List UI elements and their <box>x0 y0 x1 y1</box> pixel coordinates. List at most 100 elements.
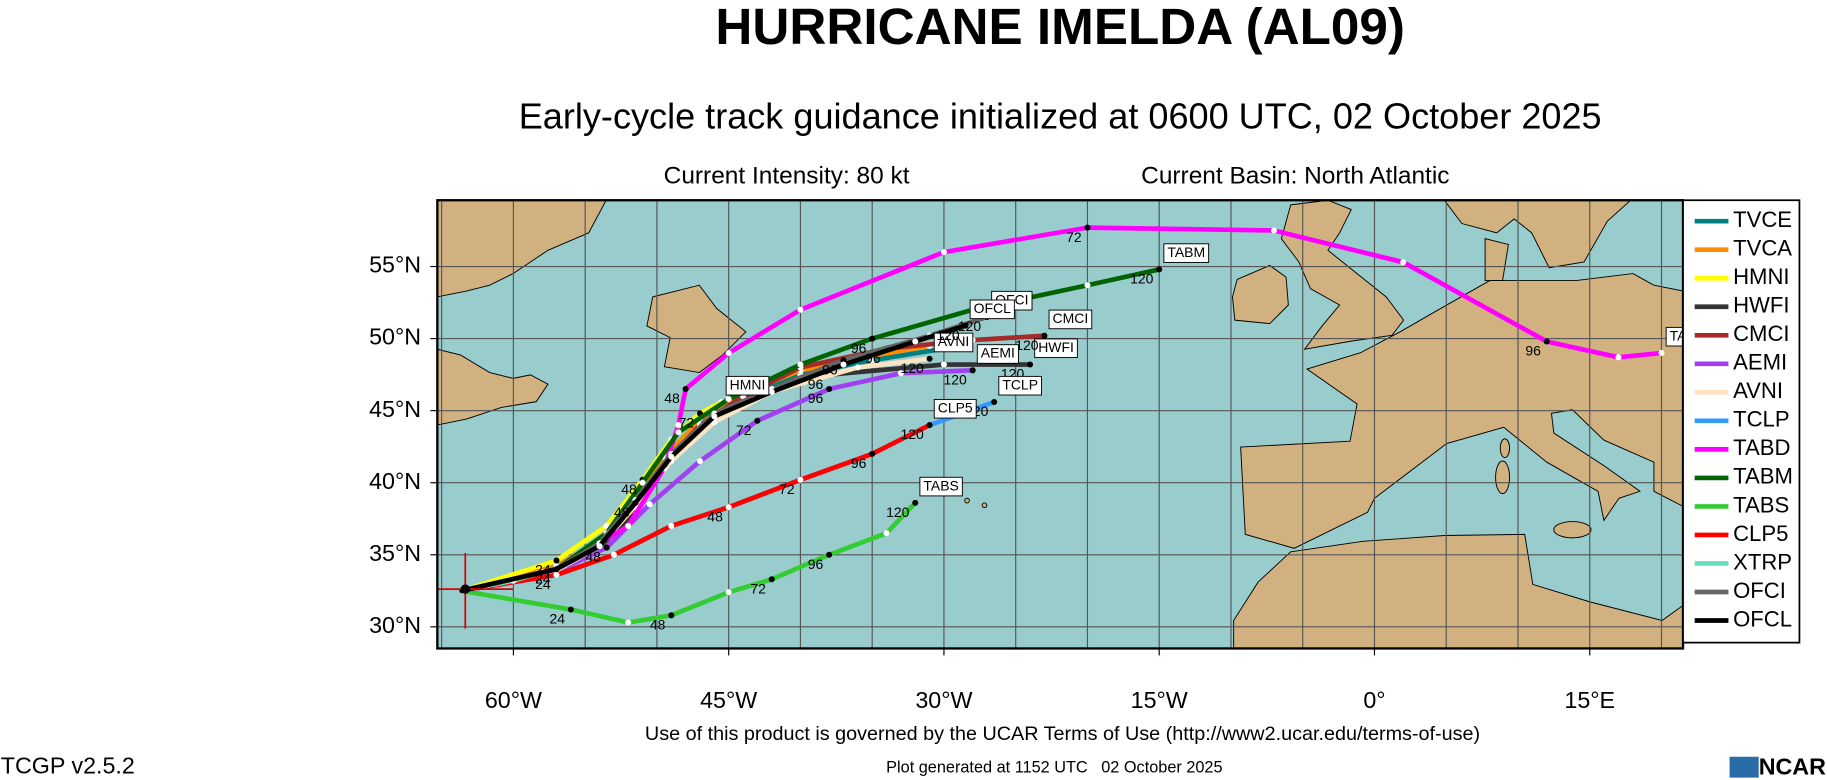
hour-label: 24 <box>549 611 565 627</box>
track-point <box>869 450 876 457</box>
track-point <box>553 571 560 578</box>
legend-entries: TVCE TVCA HMNI HWFI CMCI AEMI AVNI TCLP TABD TABM… <box>1694 207 1793 631</box>
track-point <box>1084 282 1091 289</box>
track-tag: CMCI <box>1048 309 1093 330</box>
hour-label: 96 <box>865 350 881 366</box>
track-point <box>682 386 689 393</box>
track-point <box>940 249 947 256</box>
sicily <box>1553 521 1592 539</box>
track-tag: TABM <box>1163 243 1210 263</box>
track-point <box>725 504 732 511</box>
basin: Current Basin: North Atlantic <box>1141 162 1449 189</box>
legend-label: TVCE <box>1733 207 1792 232</box>
hour-label: 48 <box>650 616 666 632</box>
hour-label: 24 <box>535 570 551 586</box>
hour-label: 120 <box>944 371 968 387</box>
hour-label: 72 <box>750 580 766 596</box>
legend-label: OFCI <box>1733 578 1786 603</box>
hour-label: 120 <box>958 318 982 334</box>
hour-label: 120 <box>1130 271 1154 287</box>
track-point <box>1156 266 1163 273</box>
track-point <box>639 479 646 486</box>
track-tag-label: AEMI <box>981 345 1015 361</box>
hour-label: 120 <box>936 327 960 343</box>
track-point <box>840 361 847 368</box>
y-tick-label: 35°N <box>369 540 421 566</box>
hour-label: 48 <box>585 549 601 565</box>
track-tag-box <box>969 299 1015 320</box>
track-point <box>625 522 632 529</box>
legend-label: TABM <box>1733 464 1793 489</box>
track-point <box>610 551 617 558</box>
terms: Use of this product is governed by the U… <box>645 723 1480 745</box>
track-tag-label: TABD <box>1670 327 1706 343</box>
track-point <box>668 453 675 460</box>
track-point <box>1400 259 1407 266</box>
track-tag-label: OFCL <box>974 300 1011 316</box>
track-point <box>969 367 976 374</box>
track-tag: HMNI <box>725 375 770 396</box>
legend-label: TCLP <box>1733 407 1790 432</box>
axis-ticks: 30°N 35°N 40°N 45°N 50°N 55°N 60°W 45°W 30°W 15°W… <box>369 252 1615 713</box>
track-point <box>797 476 804 483</box>
track-point <box>883 530 890 537</box>
legend-label: HMNI <box>1733 264 1790 289</box>
hour-label: 120 <box>900 426 924 442</box>
track-point <box>940 361 947 368</box>
corsica <box>1499 438 1511 458</box>
hour-label: 48 <box>664 390 680 406</box>
ncar-logo-mark <box>1729 756 1759 778</box>
version: TCGP v2.5.2 <box>1 752 135 778</box>
hour-label: 96 <box>1525 343 1541 359</box>
x-tick-label: 15°W <box>1131 687 1188 713</box>
x-tick-label: 0° <box>1363 687 1385 713</box>
track-tag-label: CLP5 <box>938 399 973 415</box>
track-point <box>1543 338 1550 345</box>
hour-label: 96 <box>851 340 867 356</box>
ireland <box>1232 264 1289 325</box>
track <box>459 323 968 594</box>
track-tag-label: TABM <box>1167 244 1205 260</box>
x-tick-label: 15°E <box>1564 687 1615 713</box>
track-point <box>912 338 919 345</box>
ncar-logo: NCAR <box>1759 754 1826 780</box>
track-tag: TABD <box>1665 326 1706 347</box>
x-tick-label: 60°W <box>485 687 542 713</box>
track-point <box>603 544 610 551</box>
track-tag: AEMI <box>976 344 1019 364</box>
legend-label: AVNI <box>1733 378 1783 403</box>
track-point <box>1615 354 1622 361</box>
hour-label: 96 <box>822 361 838 377</box>
legend-label: TABS <box>1733 492 1789 517</box>
sardinia <box>1495 460 1511 495</box>
track-point <box>1658 349 1665 357</box>
track <box>459 422 932 594</box>
track-point <box>553 557 560 564</box>
hour-label: 24 <box>535 576 551 592</box>
initial-position <box>460 584 470 594</box>
track-point <box>1041 332 1048 339</box>
track-point <box>826 551 833 558</box>
hour-label: 96 <box>808 390 824 406</box>
y-tick-label: 55°N <box>369 252 421 278</box>
track-point <box>632 499 639 506</box>
scandinavia <box>1443 200 1632 269</box>
hour-label: 24 <box>535 562 551 578</box>
track-point <box>754 417 761 424</box>
track-point <box>926 355 933 362</box>
track-tag-box <box>976 344 1019 364</box>
track-tag-box <box>919 476 963 497</box>
legend-label: TABD <box>1733 435 1790 460</box>
track-point <box>897 370 904 377</box>
y-tick-label: 40°N <box>369 468 421 494</box>
track-tag: CLP5 <box>933 398 977 419</box>
x-tick-label: 45°W <box>700 687 757 713</box>
track-point <box>869 335 876 342</box>
track-point <box>768 388 775 395</box>
track-tag: HWFI <box>1034 338 1078 359</box>
track-tag-label: HWFI <box>1038 339 1074 355</box>
track-tag: TABS <box>919 476 963 497</box>
track-tag-label: TCLP <box>1002 376 1038 392</box>
track-point <box>912 499 919 506</box>
